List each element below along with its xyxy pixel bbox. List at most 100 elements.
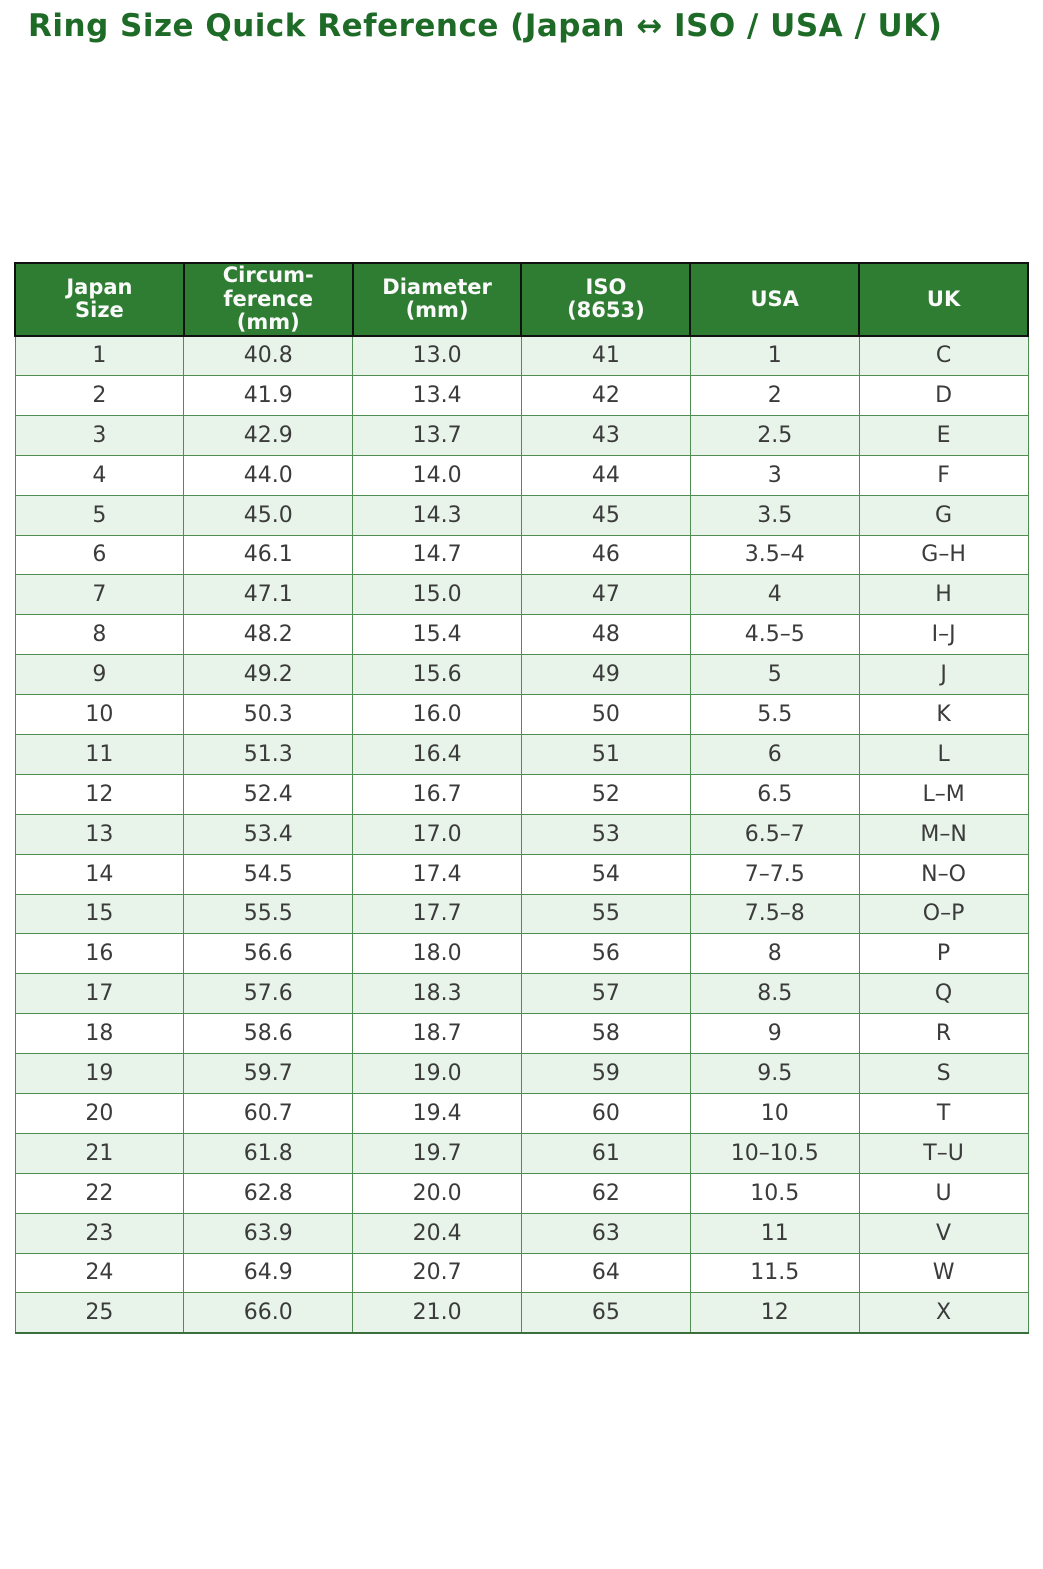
table-cell: 19.4 bbox=[352, 1092, 522, 1134]
table-cell: 8 bbox=[689, 933, 860, 975]
table-cell: 14.0 bbox=[352, 454, 522, 496]
table-cell: T–U bbox=[858, 1132, 1029, 1174]
table-cell: G–H bbox=[858, 534, 1029, 576]
table-cell: 7.5–8 bbox=[689, 893, 860, 935]
table-cell: 20.4 bbox=[352, 1212, 522, 1254]
table-cell: 3.5–4 bbox=[689, 534, 860, 576]
table-cell: 16 bbox=[14, 933, 185, 975]
table-row: 7 47.1 15.0 47 4 H bbox=[14, 574, 1029, 616]
table-cell: 6.5–7 bbox=[689, 813, 860, 855]
table-cell: 17.0 bbox=[352, 813, 522, 855]
table-cell: 48 bbox=[520, 614, 691, 656]
table-cell: 47 bbox=[520, 574, 691, 616]
table-cell: Q bbox=[858, 973, 1029, 1015]
table-cell: 50.3 bbox=[183, 694, 354, 735]
table-cell: 53.4 bbox=[183, 813, 354, 855]
table-cell: 54 bbox=[520, 853, 691, 895]
table-cell: K bbox=[858, 694, 1029, 735]
table-cell: 7 bbox=[14, 574, 185, 616]
table-cell: 15.4 bbox=[352, 614, 522, 656]
table-cell: 54.5 bbox=[183, 853, 354, 895]
table-cell: 18.7 bbox=[352, 1013, 522, 1055]
table-row: 9 49.2 15.6 49 5 J bbox=[14, 654, 1029, 696]
table-cell: X bbox=[858, 1292, 1029, 1334]
table-cell: 2.5 bbox=[689, 414, 860, 456]
table-cell: 5 bbox=[14, 494, 185, 536]
table-cell: 49.2 bbox=[183, 654, 354, 696]
table-cell: 2 bbox=[14, 374, 185, 416]
table-cell: 48.2 bbox=[183, 614, 354, 656]
table-cell: 53 bbox=[520, 813, 691, 855]
table-cell: 13.4 bbox=[352, 374, 522, 416]
table-cell: 41 bbox=[520, 335, 691, 376]
table-cell: 1 bbox=[14, 335, 185, 376]
page-title: Ring Size Quick Reference (Japan ↔ ISO /… bbox=[28, 8, 943, 44]
table-cell: G bbox=[858, 494, 1029, 536]
table-cell: 51 bbox=[520, 733, 691, 775]
table-cell: 10.5 bbox=[689, 1172, 860, 1214]
table-cell: L–M bbox=[858, 773, 1029, 815]
table-cell: 3.5 bbox=[689, 494, 860, 536]
table-cell: D bbox=[858, 374, 1029, 416]
table-cell: 19.0 bbox=[352, 1053, 522, 1094]
table-cell: 17 bbox=[14, 973, 185, 1015]
column-header: ISO (8653) bbox=[520, 262, 692, 337]
table-cell: 17.7 bbox=[352, 893, 522, 935]
header-row: Japan Size Circum- ference (mm) Diameter (… bbox=[14, 262, 1029, 337]
table-cell: 40.8 bbox=[183, 335, 354, 376]
table-row: 22 62.8 20.0 62 10.5 U bbox=[14, 1172, 1029, 1214]
table-cell: M–N bbox=[858, 813, 1029, 855]
table-cell: N–O bbox=[858, 853, 1029, 895]
table-cell: 59.7 bbox=[183, 1053, 354, 1094]
table-cell: 51.3 bbox=[183, 733, 354, 775]
column-header: Japan Size bbox=[14, 262, 185, 337]
table-cell: 62.8 bbox=[183, 1172, 354, 1214]
table-cell: 9 bbox=[689, 1013, 860, 1055]
table-cell: 10 bbox=[689, 1092, 860, 1134]
table-cell: 14.3 bbox=[352, 494, 522, 536]
table-cell: 4 bbox=[689, 574, 860, 616]
table-cell: 13.0 bbox=[352, 335, 522, 376]
table-cell: 18 bbox=[14, 1013, 185, 1055]
table-cell: 47.1 bbox=[183, 574, 354, 616]
table-cell: 63.9 bbox=[183, 1212, 354, 1254]
table-cell: 58.6 bbox=[183, 1013, 354, 1055]
table-row: 13 53.4 17.0 53 6.5–7 M–N bbox=[14, 813, 1029, 855]
table-cell: 16.0 bbox=[352, 694, 522, 735]
table-cell: U bbox=[858, 1172, 1029, 1214]
table-body: 1 40.8 13.0 41 1 C 2 41.9 13.4 42 2 D 3 42.9 13.7 43 2.5… bbox=[14, 335, 1029, 1334]
table-cell: 6 bbox=[14, 534, 185, 576]
table-row: 12 52.4 16.7 52 6.5 L–M bbox=[14, 773, 1029, 815]
table-cell: 3 bbox=[14, 414, 185, 456]
table-cell: 10 bbox=[14, 694, 185, 735]
table-header: Japan Size Circum- ference (mm) Diameter (… bbox=[14, 262, 1029, 337]
table-cell: 64 bbox=[520, 1252, 691, 1294]
table-cell: L bbox=[858, 733, 1029, 775]
table-cell: 12 bbox=[689, 1292, 860, 1334]
table-cell: 7–7.5 bbox=[689, 853, 860, 895]
table-cell: 4 bbox=[14, 454, 185, 496]
table-row: 6 46.1 14.7 46 3.5–4 G–H bbox=[14, 534, 1029, 576]
table-cell: R bbox=[858, 1013, 1029, 1055]
column-header: Diameter (mm) bbox=[351, 262, 523, 337]
table-cell: 1 bbox=[689, 335, 860, 376]
table-cell: 17.4 bbox=[352, 853, 522, 895]
table-cell: 6.5 bbox=[689, 773, 860, 815]
table-cell: 15.0 bbox=[352, 574, 522, 616]
table-cell: 61 bbox=[520, 1132, 691, 1174]
table-cell: 14.7 bbox=[352, 534, 522, 576]
table-cell: 10–10.5 bbox=[689, 1132, 860, 1174]
table-cell: 45 bbox=[520, 494, 691, 536]
table-row: 5 45.0 14.3 45 3.5 G bbox=[14, 494, 1029, 536]
table-cell: 11.5 bbox=[689, 1252, 860, 1294]
table-cell: 42.9 bbox=[183, 414, 354, 456]
table-cell: E bbox=[858, 414, 1029, 456]
table-cell: I–J bbox=[858, 614, 1029, 656]
table-row: 11 51.3 16.4 51 6 L bbox=[14, 733, 1029, 775]
table-cell: 2 bbox=[689, 374, 860, 416]
table-cell: 21 bbox=[14, 1132, 185, 1174]
table-cell: 12 bbox=[14, 773, 185, 815]
table-cell: 60 bbox=[520, 1092, 691, 1134]
table-row: 3 42.9 13.7 43 2.5 E bbox=[14, 414, 1029, 456]
table-cell: 65 bbox=[520, 1292, 691, 1334]
